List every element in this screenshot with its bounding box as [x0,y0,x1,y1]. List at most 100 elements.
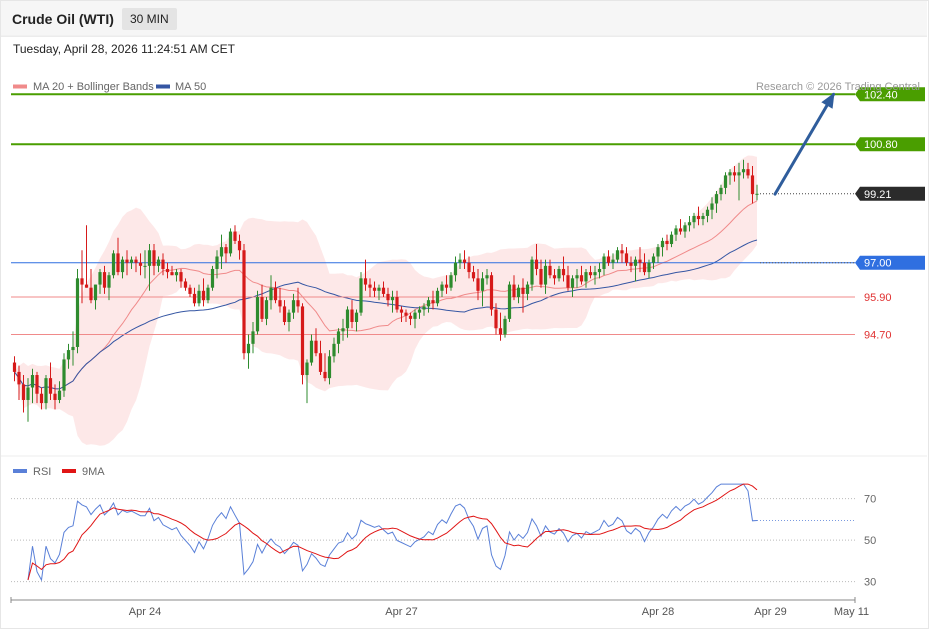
candle [435,287,440,307]
candle-body [219,247,224,257]
candle-body [39,393,44,404]
ma20-line [14,200,758,390]
candle-body [701,215,705,220]
candle-body [129,259,134,263]
rsi-line [27,483,758,582]
candle-body [503,318,507,335]
candle [444,275,449,294]
candle-body [678,228,683,232]
candle-body [629,262,633,266]
candle [701,212,705,226]
candle [314,328,318,357]
candle [111,250,116,279]
candle [93,284,98,310]
timeframe-badge[interactable]: 30 MIN [122,8,177,30]
candle [98,268,102,294]
candle-body [183,281,188,288]
candle [143,250,147,279]
candle-body [404,312,408,316]
candle-body [615,250,620,260]
candle-body [651,256,656,263]
candle-body [696,215,701,220]
x-tick-label: Apr 28 [642,606,674,618]
candle [746,162,750,179]
candle [741,159,746,179]
candle [561,256,566,282]
candle-body [579,275,584,282]
level-label-95.90: 95.90 [864,292,892,304]
candle [156,256,161,273]
last-price-tag [855,186,925,201]
candle [80,250,84,304]
candle [665,234,669,251]
candle-body [147,250,152,266]
candle-body [165,268,170,273]
candle-body [480,278,485,291]
candle-body [174,272,179,276]
candle [719,184,723,201]
candle [39,387,44,410]
candle [233,225,237,245]
candle [368,278,372,298]
candle-body [624,253,629,263]
candle-body [210,268,215,288]
candle [138,253,143,276]
candle-body [143,265,147,267]
candle [341,318,345,341]
candle [399,306,404,322]
candle-body [125,259,129,263]
candle [489,272,494,316]
candle-body [282,306,287,322]
candle [75,268,80,354]
candle-body [251,331,255,344]
candle [705,206,710,223]
candle-body [435,290,440,304]
candle [120,256,125,279]
candle-body [755,193,759,195]
candle-body [642,262,647,273]
candle [345,306,350,338]
candle-body [156,259,161,266]
candle-body [737,172,741,176]
candle [129,256,134,269]
candle-body [548,265,552,276]
candle-body [395,297,399,310]
candle [732,166,737,182]
candle-body [521,287,525,294]
candle [354,309,359,332]
candle-body [413,312,417,319]
candle [656,244,660,263]
candle-body [345,309,350,329]
candle [566,265,570,291]
candle-body [269,287,273,301]
candle [318,340,323,376]
candle [300,303,305,385]
candle-body [728,172,732,176]
candle-body [723,175,728,188]
candle [377,284,381,301]
candle [476,268,480,301]
candle-body [201,290,206,301]
candle [485,268,489,285]
candle-body [561,268,566,276]
candle [602,253,606,276]
x-tick-label: Apr 29 [754,606,786,618]
candle [170,265,174,276]
candle-body [750,175,755,195]
candle [557,265,561,282]
projection-arrowhead [821,92,835,109]
candle-body [84,284,89,288]
candle-body [305,362,309,376]
candle-body [30,375,35,388]
candle-body [399,309,404,313]
candle [372,281,377,298]
candle [575,268,579,288]
candle-body [107,275,111,288]
candle-body [710,203,714,210]
candle-body [485,275,489,279]
candle-body [444,284,449,288]
header-bar: Crude Oil (WTI) 30 MIN [1,1,927,37]
candle [723,172,728,195]
candle [147,244,152,291]
candle [453,256,458,282]
